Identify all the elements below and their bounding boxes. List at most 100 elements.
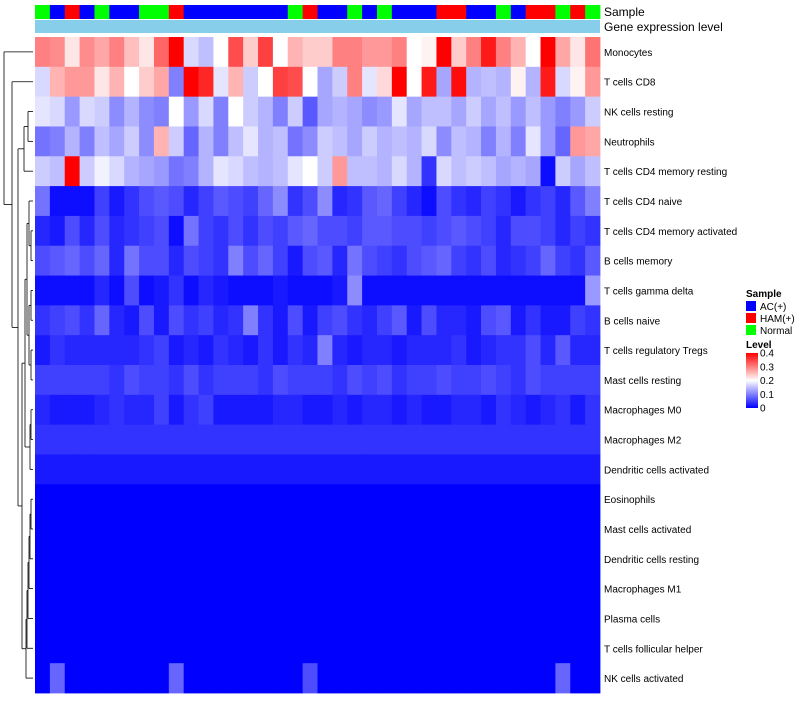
heatmap-cell xyxy=(555,603,571,634)
heatmap-cell xyxy=(109,514,125,545)
heatmap-cell xyxy=(510,454,527,485)
heatmap-cell xyxy=(243,424,259,455)
heatmap-cell xyxy=(287,245,304,276)
heatmap-cell xyxy=(302,514,318,545)
heatmap-cell xyxy=(258,394,274,426)
heatmap-cell xyxy=(139,543,155,575)
heatmap-cell xyxy=(406,543,422,575)
heatmap-cell xyxy=(94,394,110,426)
heatmap-cell xyxy=(183,454,199,485)
row-label: Dendritic cells activated xyxy=(604,465,709,476)
heatmap-cell xyxy=(555,275,571,306)
heatmap-cell xyxy=(139,96,155,127)
heatmap-cell xyxy=(585,543,601,575)
row-label: T cells regulatory Tregs xyxy=(604,346,708,357)
heatmap-cell xyxy=(79,186,95,217)
sample-annotation-cell xyxy=(421,5,437,19)
heatmap-cell xyxy=(555,305,571,336)
heatmap-cell xyxy=(362,126,378,157)
heatmap-cell xyxy=(64,603,81,634)
heatmap-cell xyxy=(481,37,497,68)
row-label: T cells CD4 naive xyxy=(604,197,683,208)
heatmap-cell xyxy=(347,186,363,217)
track-label-gene-expression: Gene expression level xyxy=(604,20,723,34)
heatmap-cell xyxy=(183,245,199,276)
heatmap-cell xyxy=(317,186,333,217)
heatmap-cell xyxy=(317,126,333,157)
heatmap-cell xyxy=(49,573,66,604)
heatmap-cell xyxy=(302,573,318,604)
heatmap-cell xyxy=(287,663,304,694)
heatmap-cell xyxy=(347,215,363,247)
heatmap-cell xyxy=(391,543,408,575)
heatmap-cell xyxy=(451,365,467,396)
heatmap-cell xyxy=(510,186,527,217)
heatmap-cell xyxy=(540,215,556,247)
heatmap-cell xyxy=(317,514,333,545)
heatmap-cell xyxy=(213,245,229,276)
heatmap-cell xyxy=(79,663,95,694)
heatmap-cell xyxy=(153,603,170,634)
heatmap-cell xyxy=(495,335,512,366)
heatmap-cell xyxy=(466,424,482,455)
heatmap-cell xyxy=(436,245,452,276)
heatmap-cell xyxy=(466,573,482,604)
heatmap-cell xyxy=(213,454,229,485)
heatmap-cell xyxy=(481,245,497,276)
heatmap-cell xyxy=(347,603,363,634)
heatmap-cell xyxy=(213,96,229,127)
sample-annotation-cell xyxy=(94,5,110,19)
heatmap-cell xyxy=(228,37,244,68)
heatmap-cell xyxy=(510,424,527,455)
heatmap-cell xyxy=(451,156,467,187)
heatmap-cell xyxy=(391,394,408,426)
heatmap-cell xyxy=(153,514,170,545)
heatmap-cell xyxy=(94,305,110,336)
heatmap-cell xyxy=(213,603,229,634)
heatmap-cell xyxy=(555,156,571,187)
heatmap-cell xyxy=(139,186,155,217)
heatmap-cell xyxy=(376,245,393,276)
heatmap-cell xyxy=(302,633,318,664)
heatmap-cell xyxy=(481,454,497,485)
heatmap-cell xyxy=(585,394,601,426)
heatmap-cell xyxy=(183,543,199,575)
heatmap-cell xyxy=(272,335,289,366)
heatmap-cell xyxy=(436,394,452,426)
heatmap-cell xyxy=(287,484,304,515)
heatmap-cell xyxy=(258,514,274,545)
legend-label: HAM(+) xyxy=(760,314,795,325)
heatmap-cell xyxy=(555,96,571,127)
heatmap-cell xyxy=(525,514,541,545)
heatmap-cell xyxy=(64,96,81,127)
heatmap-cell xyxy=(347,514,363,545)
sample-annotation-cell xyxy=(436,5,452,19)
heatmap-cell xyxy=(64,305,81,336)
heatmap-cell xyxy=(436,424,452,455)
heatmap-cell xyxy=(168,126,185,157)
heatmap-cell xyxy=(302,394,318,426)
heatmap-cell xyxy=(153,573,170,604)
heatmap-cell xyxy=(362,663,378,694)
heatmap-cell xyxy=(302,305,318,336)
heatmap-cell xyxy=(540,663,556,694)
heatmap-cell xyxy=(272,663,289,694)
heatmap-cell xyxy=(213,573,229,604)
heatmap-cell xyxy=(317,543,333,575)
heatmap-cell xyxy=(183,335,199,366)
level-tick-label: 0 xyxy=(760,404,766,415)
heatmap-cell xyxy=(302,424,318,455)
heatmap-cell xyxy=(347,126,363,157)
heatmap-cell xyxy=(495,424,512,455)
heatmap-cell xyxy=(481,66,497,98)
sample-annotation-cell xyxy=(109,5,125,19)
heatmap-cell xyxy=(272,603,289,634)
heatmap-cell xyxy=(466,365,482,396)
heatmap-cell xyxy=(347,633,363,664)
heatmap-cell xyxy=(421,543,437,575)
heatmap-cell xyxy=(124,424,140,455)
heatmap-cell xyxy=(481,633,497,664)
heatmap-cell xyxy=(525,633,541,664)
